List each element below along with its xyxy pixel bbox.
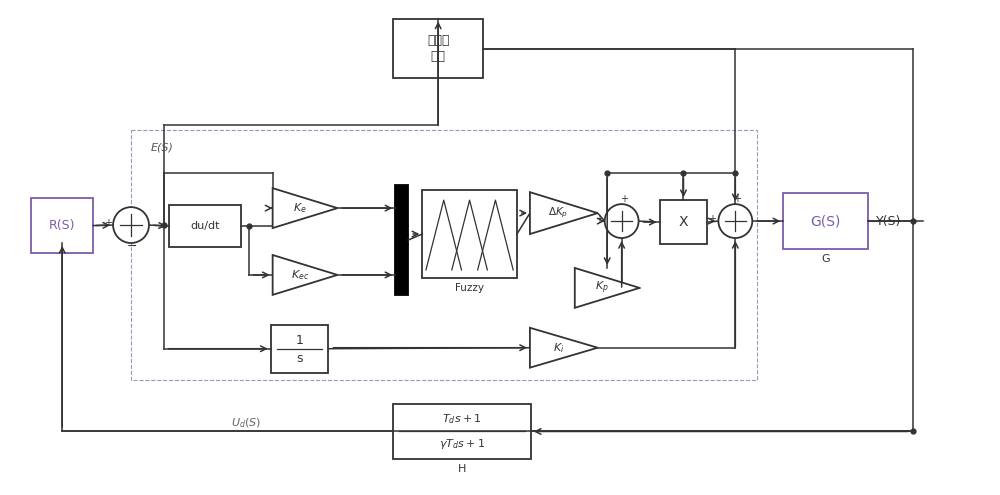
Text: Fuzzy: Fuzzy: [455, 283, 484, 293]
Text: E(S): E(S): [151, 142, 174, 152]
Text: $U_d(S)$: $U_d(S)$: [231, 417, 261, 430]
Bar: [393, 403, 531, 459]
Text: $T_d s+1$: $T_d s+1$: [442, 412, 482, 426]
Text: +: +: [104, 218, 112, 228]
Text: +: +: [620, 194, 628, 204]
Text: du/dt: du/dt: [190, 221, 220, 231]
Bar: [31, 198, 93, 253]
Polygon shape: [575, 268, 640, 308]
Polygon shape: [273, 255, 337, 295]
Text: G: G: [821, 254, 830, 264]
Text: 1: 1: [296, 334, 304, 346]
Text: $\gamma T_d s+1$: $\gamma T_d s+1$: [439, 437, 485, 451]
Circle shape: [113, 207, 149, 243]
Text: R(S): R(S): [49, 219, 75, 232]
Circle shape: [718, 204, 752, 238]
Text: −: −: [127, 240, 137, 253]
Polygon shape: [273, 188, 337, 228]
Text: Y(S): Y(S): [876, 214, 901, 228]
Bar: [783, 193, 868, 249]
Text: +: +: [708, 214, 716, 224]
Bar: [271, 325, 328, 373]
Text: s: s: [296, 352, 303, 365]
Polygon shape: [530, 192, 598, 234]
Bar: [131, 130, 757, 380]
Text: $K_e$: $K_e$: [293, 201, 307, 215]
Bar: [393, 19, 483, 79]
Bar: [169, 205, 241, 247]
Text: +: +: [733, 194, 741, 204]
Text: $K_p$: $K_p$: [595, 280, 609, 296]
Text: H: H: [458, 464, 466, 474]
Text: 前馈控: 前馈控: [427, 34, 449, 47]
Circle shape: [605, 204, 639, 238]
Text: X: X: [679, 215, 688, 229]
Text: $\Delta K_p$: $\Delta K_p$: [548, 206, 568, 220]
Text: $K_{ec}$: $K_{ec}$: [291, 268, 309, 282]
Text: $K_i$: $K_i$: [553, 341, 564, 354]
Bar: [422, 190, 517, 278]
Bar: [395, 185, 408, 295]
Text: 制器: 制器: [431, 50, 446, 63]
Polygon shape: [530, 328, 598, 368]
Text: G(S): G(S): [810, 214, 841, 228]
Text: +: +: [595, 214, 603, 224]
Bar: [660, 200, 707, 244]
